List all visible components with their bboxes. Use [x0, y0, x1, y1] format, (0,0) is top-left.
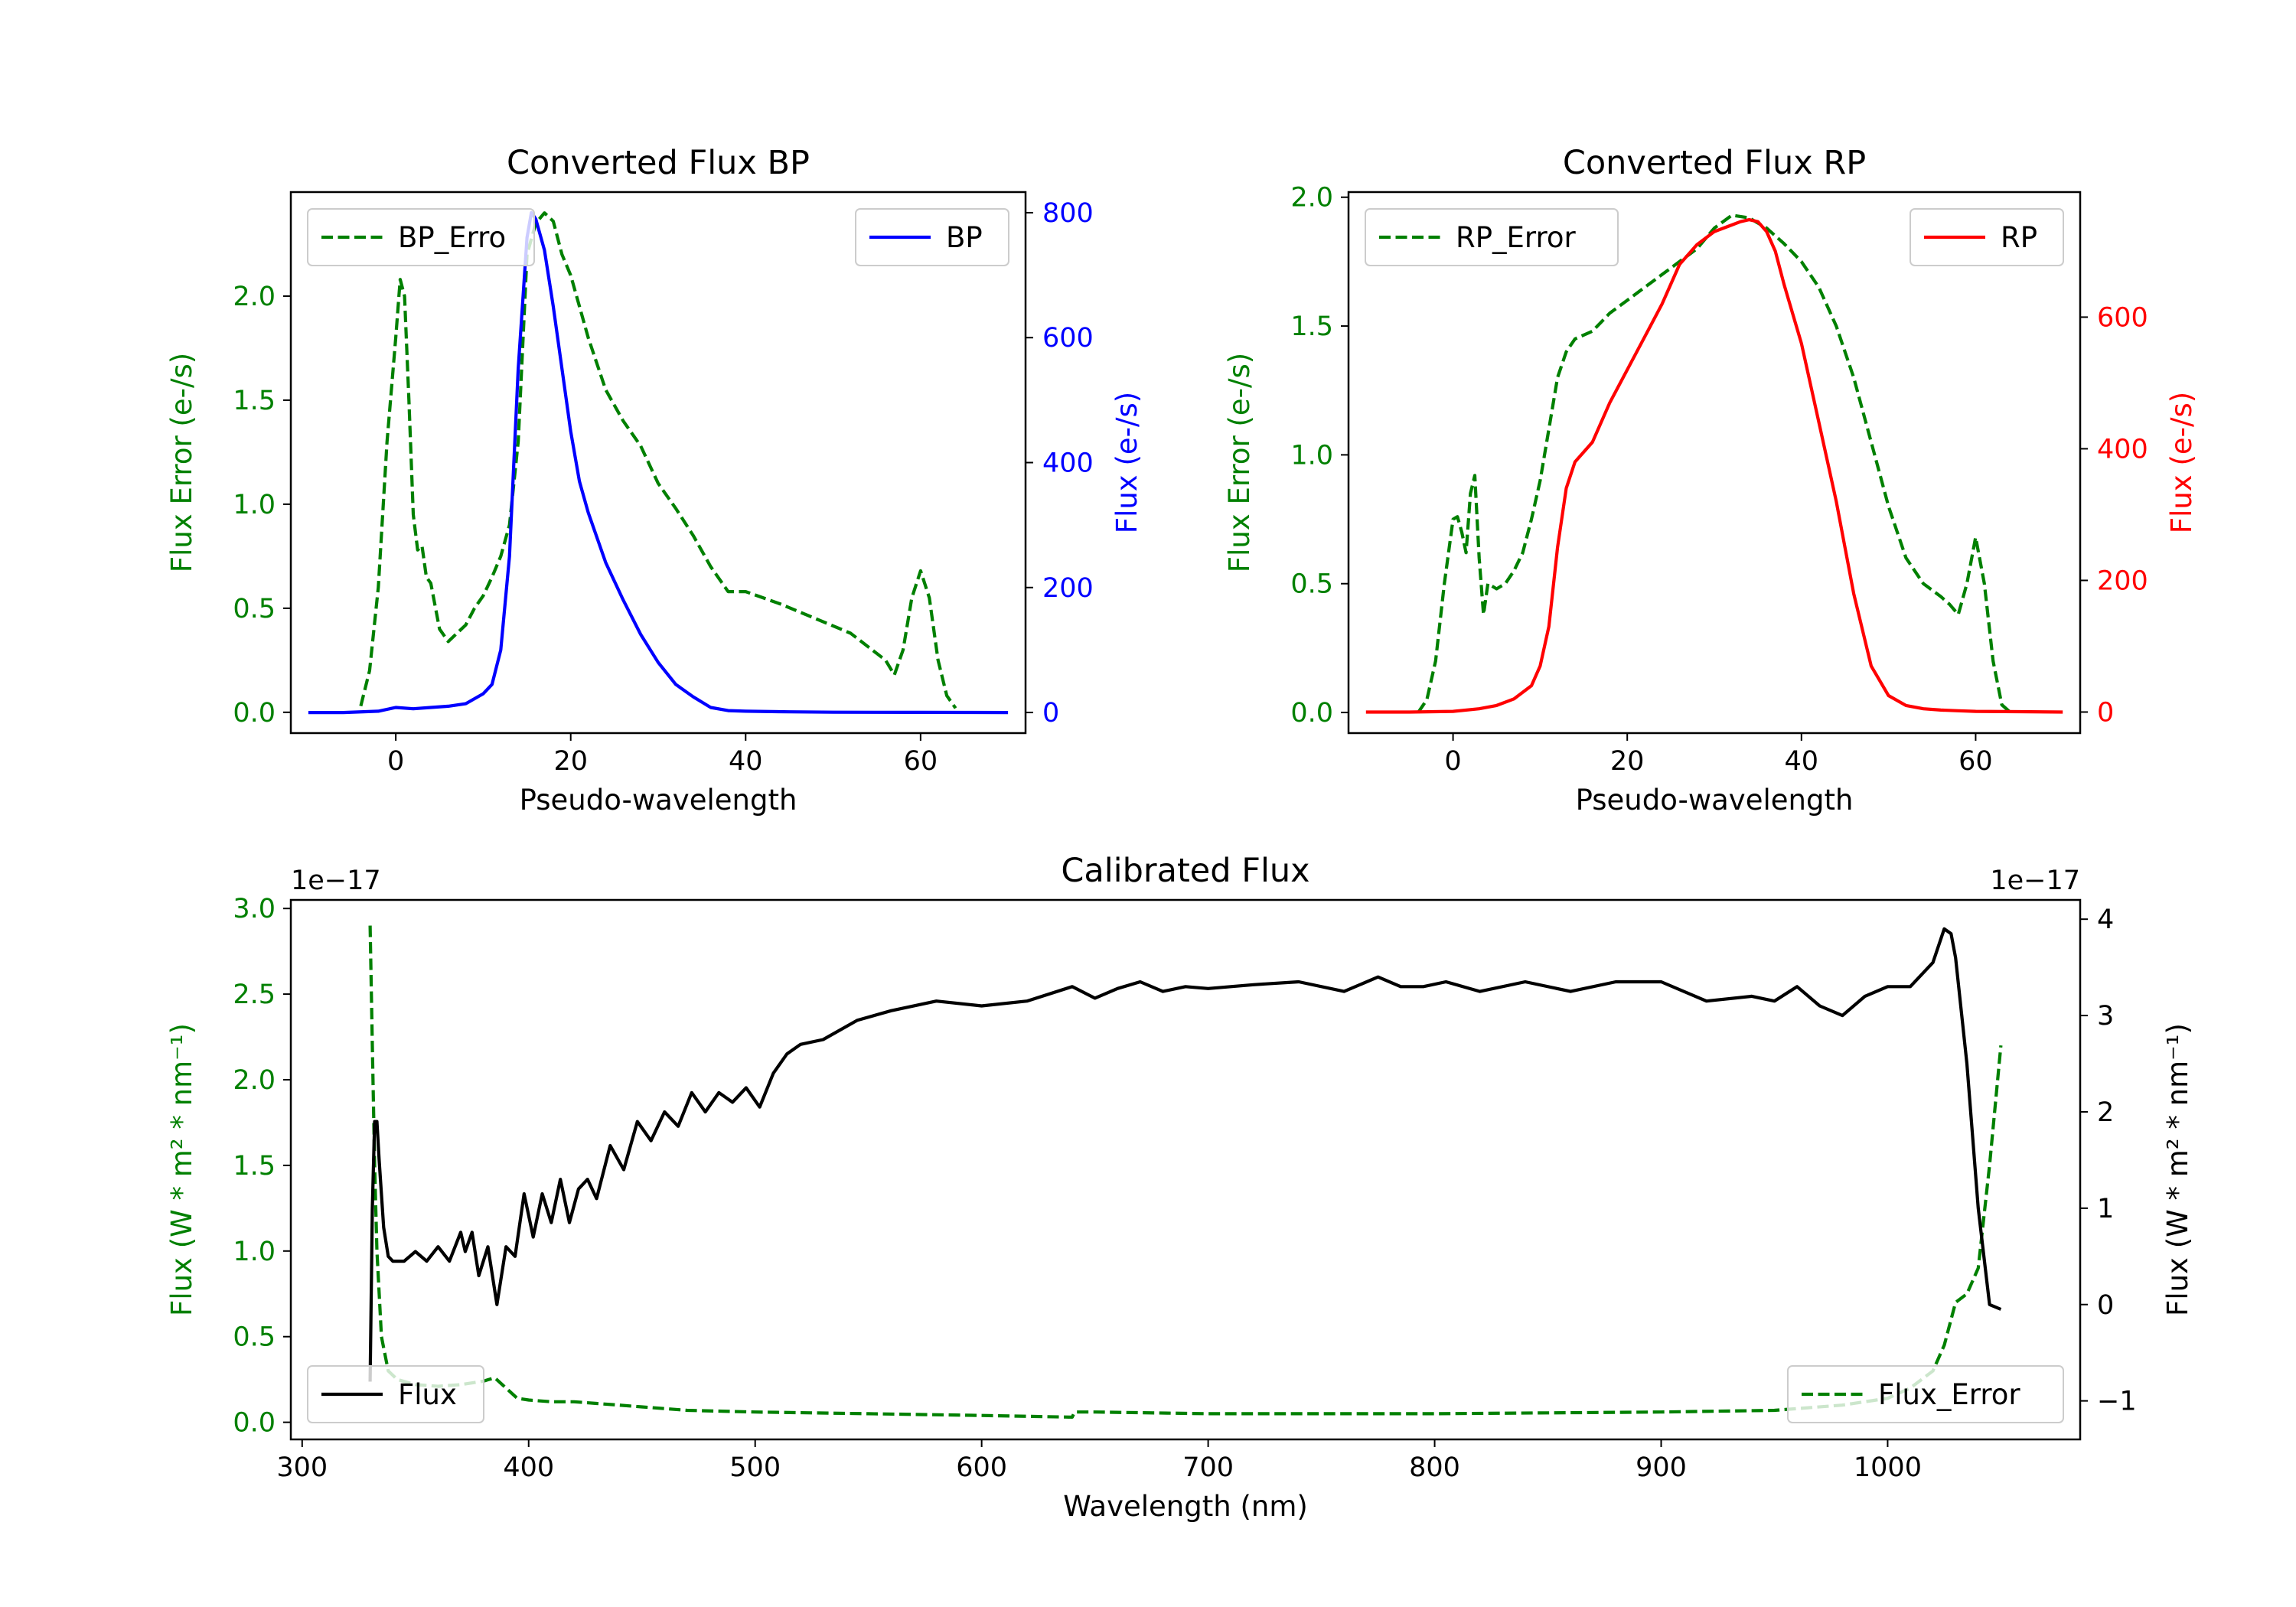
chart-panel-2: Calibrated Flux 300 400 500 600 700 800 900 1000… — [165, 852, 2194, 1523]
x-tick-label: 40 — [729, 746, 763, 777]
x-axis-label: Pseudo-wavelength — [1576, 784, 1854, 817]
series-line-flux — [368, 927, 2002, 1382]
y-right-tick-label: 400 — [2097, 434, 2148, 464]
legend-flux: Flux — [307, 1365, 484, 1423]
y-left-axis-label: Flux (W * m² * nm⁻¹) — [165, 1023, 198, 1316]
x-tick-label: 20 — [553, 746, 588, 777]
y-right-tick-label: 1 — [2097, 1194, 2114, 1224]
y-right-tick-label: 0 — [2097, 697, 2114, 728]
x-tick-label: 800 — [1409, 1452, 1460, 1483]
y-right-axis-label: Flux (e-/s) — [1110, 392, 1143, 533]
x-tick-label: 40 — [1785, 746, 1819, 777]
legend-label: RP_Error — [1456, 221, 1576, 254]
y-left-tick-label: 3.0 — [233, 894, 276, 924]
y-left-tick-label: 0.0 — [233, 1408, 276, 1439]
series-line-rp — [1365, 218, 2063, 714]
y-left-axis-label: Flux Error (e-/s) — [165, 353, 198, 572]
y-left-tick-label: 0.5 — [1290, 569, 1333, 600]
y-right-tick-label: 200 — [2097, 566, 2148, 596]
x-tick-label: 300 — [276, 1452, 328, 1483]
legend-box — [307, 208, 535, 266]
plot-frame — [1347, 191, 2082, 735]
y-left-offset-text: 1e−17 — [291, 865, 381, 896]
legend-rp: RP — [1910, 208, 2064, 266]
chart-panel-0: Converted Flux BP 0 20 40 60 Pseudo-wavelengt… — [165, 144, 1143, 817]
legend-box — [855, 208, 1009, 266]
y-left-axis-label: Flux Error (e-/s) — [1223, 353, 1256, 572]
y-right-tick-label: 2 — [2097, 1097, 2114, 1128]
y-left-tick-label: 1.5 — [233, 386, 276, 416]
y-left-tick-label: 0.5 — [233, 1322, 276, 1353]
y-left-tick-label: 2.0 — [1290, 183, 1333, 214]
legend-box — [1365, 208, 1619, 266]
x-axis-label: Pseudo-wavelength — [520, 784, 797, 817]
legend-label: Flux — [398, 1378, 457, 1411]
x-tick-label: 0 — [1444, 746, 1461, 777]
y-right-tick-label: 600 — [2097, 302, 2148, 333]
y-right-tick-label: 800 — [1042, 198, 1094, 229]
y-left-tick-label: 1.0 — [233, 1237, 276, 1267]
y-right-tick-label: 0 — [2097, 1290, 2114, 1321]
series-line-rp-error — [1417, 214, 2012, 714]
legend-label: RP — [2001, 221, 2037, 254]
x-tick-label: 400 — [503, 1452, 554, 1483]
legend-label: BP_Erro — [398, 221, 506, 254]
series-line-bp-error — [359, 211, 957, 709]
x-tick-label: 600 — [956, 1452, 1007, 1483]
y-left-tick-label: 0.5 — [233, 594, 276, 624]
x-tick-label: 60 — [904, 746, 938, 777]
x-tick-label: 1000 — [1854, 1452, 1922, 1483]
y-left-tick-label: 0.0 — [1290, 698, 1333, 729]
y-left-tick-label: 1.5 — [233, 1151, 276, 1182]
y-right-axis-label: Flux (W * m² * nm⁻¹) — [2161, 1023, 2194, 1316]
plot-area — [1365, 214, 2063, 714]
y-right-offset-text: 1e−17 — [1990, 865, 2080, 896]
y-right-tick-label: 200 — [1042, 573, 1094, 604]
legend-bp-error: BP_Erro — [307, 208, 535, 266]
x-tick-label: 60 — [1958, 746, 1993, 777]
y-right-tick-label: 0 — [1042, 698, 1059, 729]
legend-box — [307, 1365, 484, 1423]
y-left-tick-label: 1.0 — [233, 490, 276, 520]
legend-box — [1910, 208, 2064, 266]
x-tick-label: 500 — [729, 1452, 781, 1483]
x-tick-label: 0 — [387, 746, 404, 777]
y-right-tick-label: −1 — [2097, 1387, 2137, 1417]
x-tick-label: 700 — [1182, 1452, 1234, 1483]
legend-flux-error: Flux_Error — [1787, 1365, 2064, 1423]
y-right-tick-label: 3 — [2097, 1001, 2114, 1032]
plot-frame — [289, 898, 2082, 1441]
chart-title: Converted Flux RP — [1563, 144, 1866, 182]
x-axis-label: Wavelength (nm) — [1063, 1490, 1308, 1523]
y-right-tick-label: 400 — [1042, 448, 1094, 479]
x-tick-label: 900 — [1636, 1452, 1687, 1483]
y-right-tick-label: 600 — [1042, 323, 1094, 354]
chart-title: Converted Flux BP — [507, 144, 810, 182]
y-left-tick-label: 2.0 — [233, 282, 276, 312]
y-left-tick-label: 2.5 — [233, 980, 276, 1010]
legend-box — [1787, 1365, 2064, 1423]
series-line-bp — [308, 210, 1009, 715]
y-left-tick-label: 0.0 — [233, 698, 276, 729]
legend-label: BP — [946, 221, 983, 254]
legend-label: Flux_Error — [1878, 1378, 2020, 1411]
x-tick-label: 20 — [1610, 746, 1645, 777]
y-right-tick-label: 4 — [2097, 905, 2114, 935]
chart-panel-1: Converted Flux RP 0 20 40 60 Pseudo-wavelengt… — [1223, 144, 2198, 817]
chart-title: Calibrated Flux — [1061, 852, 1309, 890]
y-left-tick-label: 1.0 — [1290, 440, 1333, 471]
y-right-axis-label: Flux (e-/s) — [2165, 392, 2198, 533]
y-left-tick-label: 1.5 — [1290, 311, 1333, 342]
plot-area — [308, 210, 1009, 715]
legend-rp-error: RP_Error — [1365, 208, 1619, 266]
y-left-tick-label: 2.0 — [233, 1065, 276, 1096]
legend-bp: BP — [855, 208, 1009, 266]
